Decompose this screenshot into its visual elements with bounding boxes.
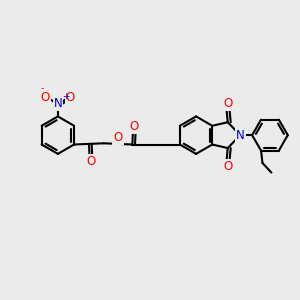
Text: O: O: [41, 91, 50, 103]
Text: +: +: [62, 92, 69, 101]
Text: -: -: [40, 84, 44, 93]
Text: O: O: [223, 97, 232, 110]
Text: O: O: [113, 131, 123, 144]
Text: N: N: [236, 129, 244, 142]
Text: O: O: [130, 120, 139, 133]
Text: O: O: [223, 160, 232, 173]
Text: N: N: [53, 98, 62, 110]
Text: O: O: [66, 91, 75, 103]
Text: O: O: [86, 155, 96, 168]
